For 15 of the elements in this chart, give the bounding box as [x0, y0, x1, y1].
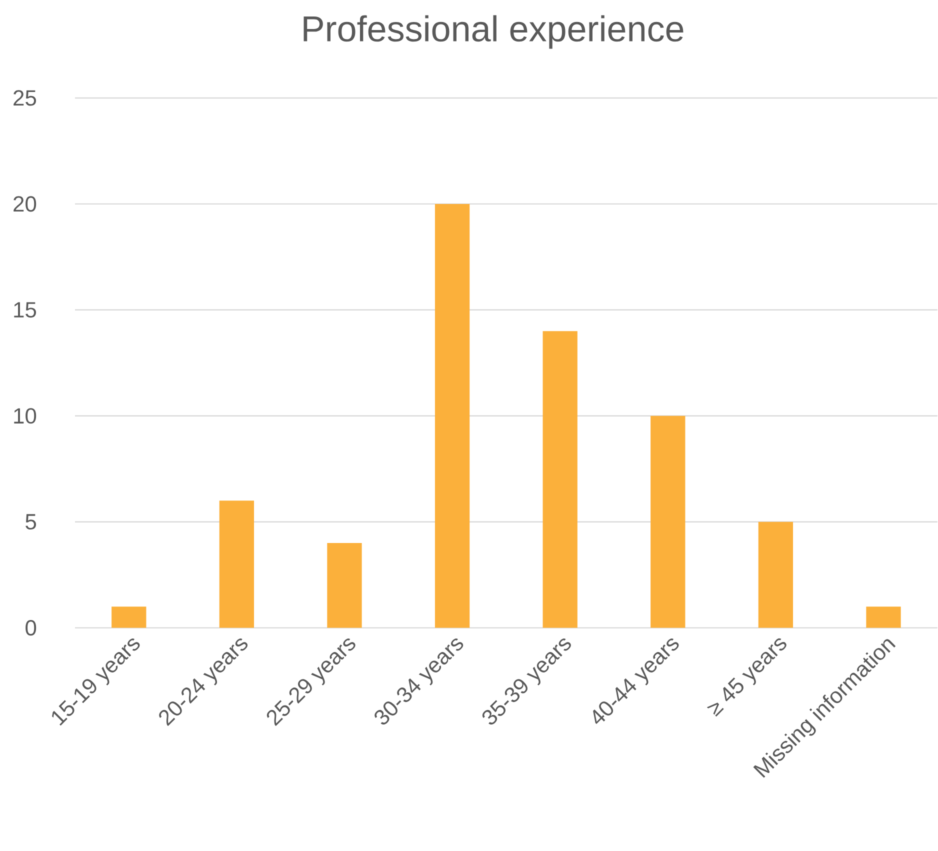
- y-tick-label: 10: [14, 408, 36, 424]
- bar: [219, 500, 254, 628]
- chart-title: Professional experience: [304, 15, 684, 49]
- bar: [327, 543, 362, 628]
- bar: [758, 522, 794, 628]
- y-tick-label: 15: [14, 302, 36, 318]
- bar: [650, 416, 686, 628]
- y-tick-label: 25: [14, 90, 36, 106]
- y-tick-label: 0: [26, 620, 36, 636]
- bar: [866, 606, 901, 628]
- bar: [542, 331, 578, 628]
- y-tick-label: 20: [14, 196, 36, 212]
- bar: [434, 204, 470, 628]
- bar: [112, 606, 146, 628]
- y-tick-label: 5: [26, 514, 36, 530]
